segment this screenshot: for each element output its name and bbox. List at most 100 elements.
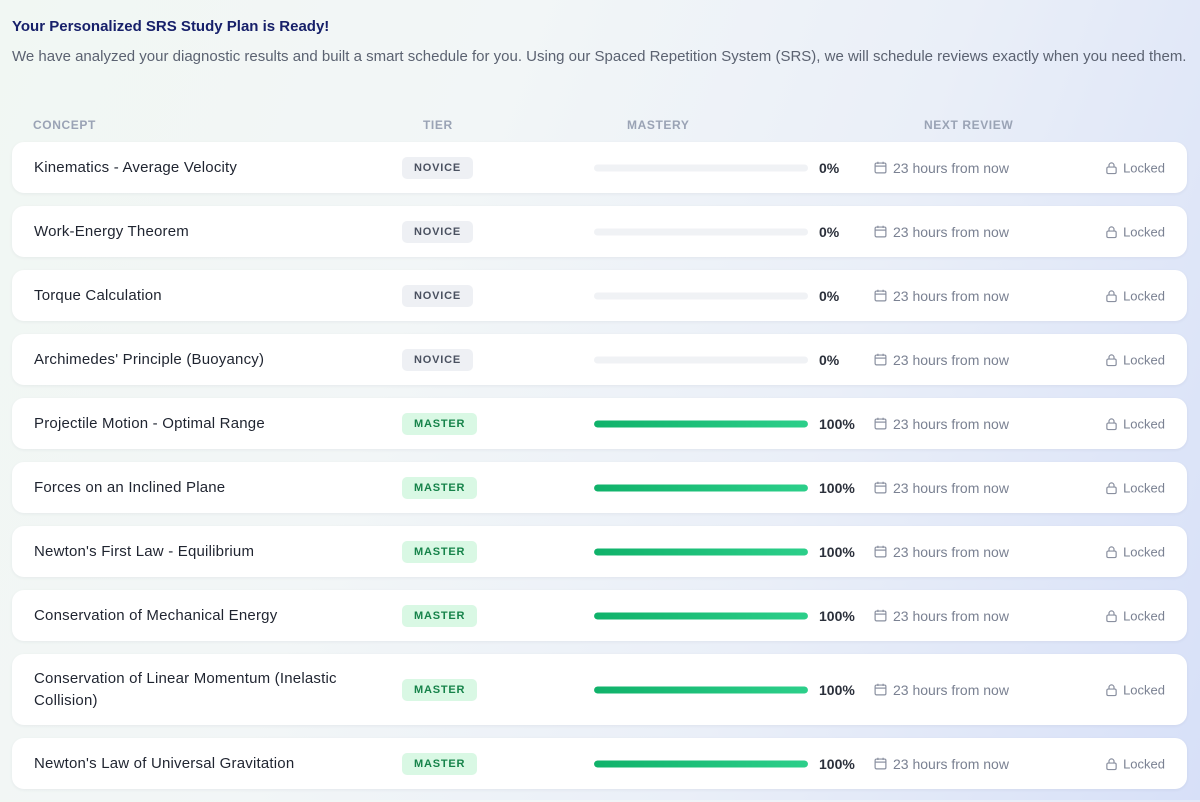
mastery-progress-bar xyxy=(594,548,808,555)
next-review-text: 23 hours from now xyxy=(893,287,1009,304)
lock-icon xyxy=(1105,353,1118,366)
concept-row[interactable]: Torque Calculation NOVICE 0% 23 hours fr… xyxy=(12,270,1187,321)
status-text: Locked xyxy=(1123,682,1165,697)
tier-badge: NOVICE xyxy=(402,348,473,371)
next-review-text: 23 hours from now xyxy=(893,681,1009,698)
status-text: Locked xyxy=(1123,756,1165,771)
calendar-icon xyxy=(874,757,887,770)
mastery-progress-bar xyxy=(594,292,808,299)
status: Locked xyxy=(1105,224,1165,239)
mastery-progress-bar xyxy=(594,686,808,693)
status: Locked xyxy=(1105,160,1165,175)
status-text: Locked xyxy=(1123,544,1165,559)
next-review: 23 hours from now xyxy=(874,608,1009,624)
mastery-progress-bar xyxy=(594,356,808,363)
calendar-icon xyxy=(874,545,887,558)
next-review: 23 hours from now xyxy=(874,160,1009,176)
concept-name: Torque Calculation xyxy=(34,286,162,304)
lock-icon xyxy=(1105,417,1118,430)
concept-row[interactable]: Newton's Law of Universal Gravitation MA… xyxy=(12,738,1187,789)
lock-icon xyxy=(1105,609,1118,622)
page-title: Your Personalized SRS Study Plan is Read… xyxy=(12,18,330,35)
next-review: 23 hours from now xyxy=(874,416,1009,432)
status: Locked xyxy=(1105,480,1165,495)
calendar-icon xyxy=(874,161,887,174)
mastery-progress-fill xyxy=(594,548,808,555)
tier-badge: MASTER xyxy=(402,540,478,563)
concept-row[interactable]: Conservation of Linear Momentum (Inelast… xyxy=(12,654,1187,725)
column-header-next-review: NEXT REVIEW xyxy=(924,118,1014,132)
mastery-percent: 100% xyxy=(819,681,855,698)
next-review-text: 23 hours from now xyxy=(893,159,1009,176)
tier-badge: MASTER xyxy=(402,412,478,435)
mastery-progress-fill xyxy=(594,686,808,693)
lock-icon xyxy=(1105,481,1118,494)
concept-row[interactable]: Archimedes' Principle (Buoyancy) NOVICE … xyxy=(12,334,1187,385)
next-review: 23 hours from now xyxy=(874,480,1009,496)
tier-badge: NOVICE xyxy=(402,156,473,179)
next-review: 23 hours from now xyxy=(874,756,1009,772)
next-review-text: 23 hours from now xyxy=(893,223,1009,240)
concept-name: Newton's Law of Universal Gravitation xyxy=(34,754,295,772)
next-review-text: 23 hours from now xyxy=(893,543,1009,560)
mastery-progress-bar xyxy=(594,164,808,171)
calendar-icon xyxy=(874,481,887,494)
status-text: Locked xyxy=(1123,416,1165,431)
column-header-concept: CONCEPT xyxy=(33,118,96,132)
concept-name: Conservation of Mechanical Energy xyxy=(34,606,278,624)
tier-badge: NOVICE xyxy=(402,220,473,243)
concept-name: Projectile Motion - Optimal Range xyxy=(34,414,265,432)
mastery-progress-bar xyxy=(594,484,808,491)
mastery-progress-bar xyxy=(594,228,808,235)
next-review-text: 23 hours from now xyxy=(893,479,1009,496)
lock-icon xyxy=(1105,225,1118,238)
status: Locked xyxy=(1105,682,1165,697)
tier-badge: MASTER xyxy=(402,604,478,627)
next-review-text: 23 hours from now xyxy=(893,607,1009,624)
mastery-percent: 0% xyxy=(819,287,840,304)
concept-name: Newton's First Law - Equilibrium xyxy=(34,542,255,560)
tier-badge: MASTER xyxy=(402,752,478,775)
concept-row[interactable]: Projectile Motion - Optimal Range MASTER… xyxy=(12,398,1187,449)
concept-row[interactable]: Conservation of Mechanical Energy MASTER… xyxy=(12,590,1187,641)
mastery-percent: 100% xyxy=(819,415,855,432)
status-text: Locked xyxy=(1123,288,1165,303)
mastery-progress-bar xyxy=(594,420,808,427)
next-review: 23 hours from now xyxy=(874,544,1009,560)
mastery-percent: 100% xyxy=(819,755,855,772)
mastery-progress-fill xyxy=(594,420,808,427)
lock-icon xyxy=(1105,757,1118,770)
calendar-icon xyxy=(874,609,887,622)
next-review: 23 hours from now xyxy=(874,288,1009,304)
concept-name: Work-Energy Theorem xyxy=(34,222,189,240)
status: Locked xyxy=(1105,608,1165,623)
next-review: 23 hours from now xyxy=(874,682,1009,698)
mastery-progress-fill xyxy=(594,484,808,491)
concept-name: Conservation of Linear Momentum (Inelast… xyxy=(34,669,337,709)
mastery-progress-bar xyxy=(594,760,808,767)
concept-row[interactable]: Forces on an Inclined Plane MASTER 100% … xyxy=(12,462,1187,513)
concept-row[interactable]: Kinematics - Average Velocity NOVICE 0% … xyxy=(12,142,1187,193)
mastery-progress-fill xyxy=(594,612,808,619)
mastery-progress-fill xyxy=(594,760,808,767)
concept-row[interactable]: Work-Energy Theorem NOVICE 0% 23 hours f… xyxy=(12,206,1187,257)
concept-name: Kinematics - Average Velocity xyxy=(34,158,238,176)
lock-icon xyxy=(1105,161,1118,174)
tier-badge: MASTER xyxy=(402,476,478,499)
calendar-icon xyxy=(874,683,887,696)
concept-row[interactable]: Newton's First Law - Equilibrium MASTER … xyxy=(12,526,1187,577)
next-review: 23 hours from now xyxy=(874,352,1009,368)
next-review-text: 23 hours from now xyxy=(893,351,1009,368)
concept-name: Forces on an Inclined Plane xyxy=(34,478,226,496)
calendar-icon xyxy=(874,353,887,366)
status: Locked xyxy=(1105,544,1165,559)
tier-badge: NOVICE xyxy=(402,284,473,307)
page-description: We have analyzed your diagnostic results… xyxy=(12,48,1187,65)
mastery-progress-bar xyxy=(594,612,808,619)
next-review-text: 23 hours from now xyxy=(893,415,1009,432)
status-text: Locked xyxy=(1123,352,1165,367)
calendar-icon xyxy=(874,225,887,238)
status: Locked xyxy=(1105,756,1165,771)
calendar-icon xyxy=(874,289,887,302)
next-review: 23 hours from now xyxy=(874,224,1009,240)
